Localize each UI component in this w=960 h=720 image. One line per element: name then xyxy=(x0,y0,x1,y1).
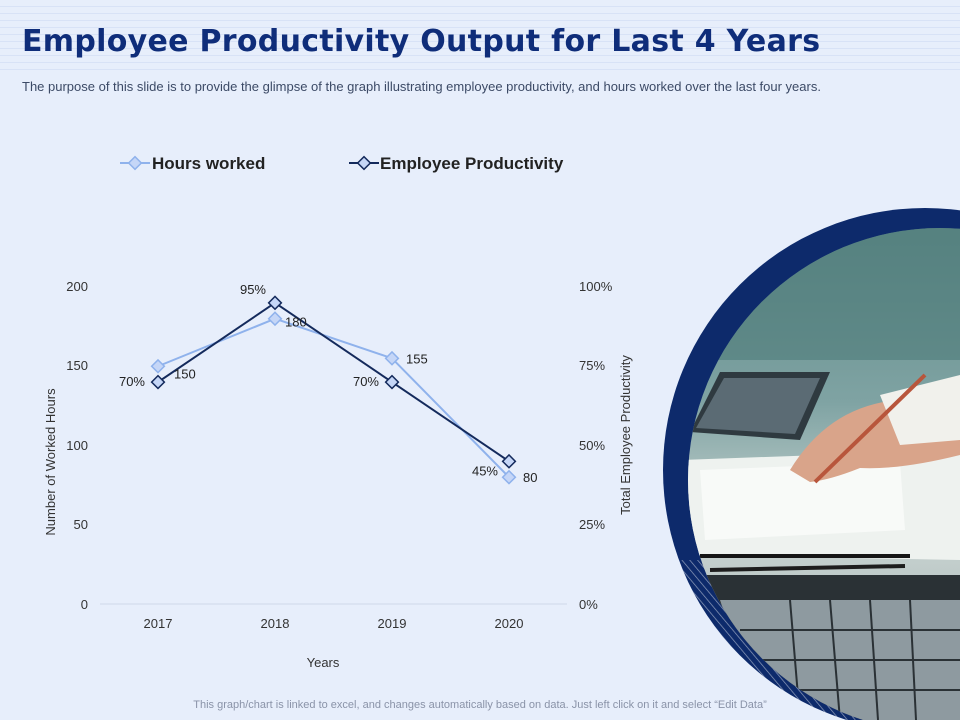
legend-productivity-marker xyxy=(356,155,372,171)
series-line-productivity xyxy=(157,301,510,463)
data-point-hours[interactable] xyxy=(267,311,283,327)
data-point-hours[interactable] xyxy=(501,469,517,485)
x-tick: 2018 xyxy=(261,616,290,631)
legend-hours-marker xyxy=(127,155,143,171)
y-left-tick: 150 xyxy=(66,358,88,373)
data-point-hours[interactable] xyxy=(150,358,166,374)
y-right-tick: 100% xyxy=(579,279,613,294)
y-right-tick: 75% xyxy=(579,358,605,373)
page-subtitle: The purpose of this slide is to provide … xyxy=(22,79,821,94)
footer-note: This graph/chart is linked to excel, and… xyxy=(193,699,767,711)
y-right-tick: 0% xyxy=(579,597,598,612)
x-tick: 2017 xyxy=(144,616,173,631)
y-right-tick: 50% xyxy=(579,438,605,453)
data-label-productivity: 95% xyxy=(240,282,266,297)
data-point-productivity[interactable] xyxy=(384,374,400,390)
y-left-tick: 100 xyxy=(66,438,88,453)
y-right-axis-title: Total Employee Productivity xyxy=(618,355,633,515)
data-label-hours: 155 xyxy=(406,351,428,366)
data-point-hours[interactable] xyxy=(384,350,400,366)
y-left-tick: 50 xyxy=(74,517,88,532)
x-tick: 2020 xyxy=(495,616,524,631)
y-left-tick: 0 xyxy=(81,597,88,612)
data-label-productivity: 70% xyxy=(119,374,145,389)
data-label-hours: 180 xyxy=(285,315,307,330)
data-point-productivity[interactable] xyxy=(501,453,517,469)
x-axis-title: Years xyxy=(307,655,340,670)
y-left-axis-title: Number of Worked Hours xyxy=(43,388,58,536)
data-label-hours: 80 xyxy=(523,470,537,485)
x-tick: 2019 xyxy=(378,616,407,631)
series-layer: 150 180 155 80 70% 95% 70% 45% xyxy=(119,282,538,485)
data-label-hours: 150 xyxy=(174,366,196,381)
chart-legend: Hours worked Employee Productivity xyxy=(120,154,564,173)
data-point-productivity[interactable] xyxy=(267,295,283,311)
data-point-productivity[interactable] xyxy=(150,374,166,390)
y-right-tick: 25% xyxy=(579,517,605,532)
legend-hours-label: Hours worked xyxy=(152,154,265,173)
page-title: Employee Productivity Output for Last 4 … xyxy=(22,24,821,59)
legend-productivity-label: Employee Productivity xyxy=(380,154,564,173)
data-label-productivity: 45% xyxy=(472,463,498,478)
data-label-productivity: 70% xyxy=(353,374,379,389)
y-left-tick: 200 xyxy=(66,279,88,294)
